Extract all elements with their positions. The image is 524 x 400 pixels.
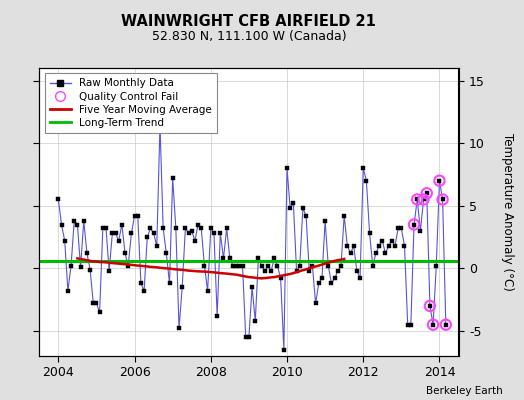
Point (429, 322, 437, 328)
Text: WAINWRIGHT CFB AIRFIELD 21: WAINWRIGHT CFB AIRFIELD 21 (122, 14, 376, 29)
Y-axis label: Temperature Anomaly (°C): Temperature Anomaly (°C) (501, 133, 515, 291)
Point (442, 322, 450, 328)
Point (413, 196, 421, 203)
Text: Berkeley Earth: Berkeley Earth (427, 386, 503, 396)
Point (425, 303, 434, 309)
Point (435, 178, 444, 184)
Text: 52.830 N, 111.100 W (Canada): 52.830 N, 111.100 W (Canada) (151, 30, 346, 43)
Legend: Raw Monthly Data, Quality Control Fail, Five Year Moving Average, Long-Term Tren: Raw Monthly Data, Quality Control Fail, … (45, 73, 217, 133)
Point (410, 221, 418, 228)
Point (419, 196, 428, 203)
Point (439, 196, 447, 203)
Point (422, 190, 431, 196)
